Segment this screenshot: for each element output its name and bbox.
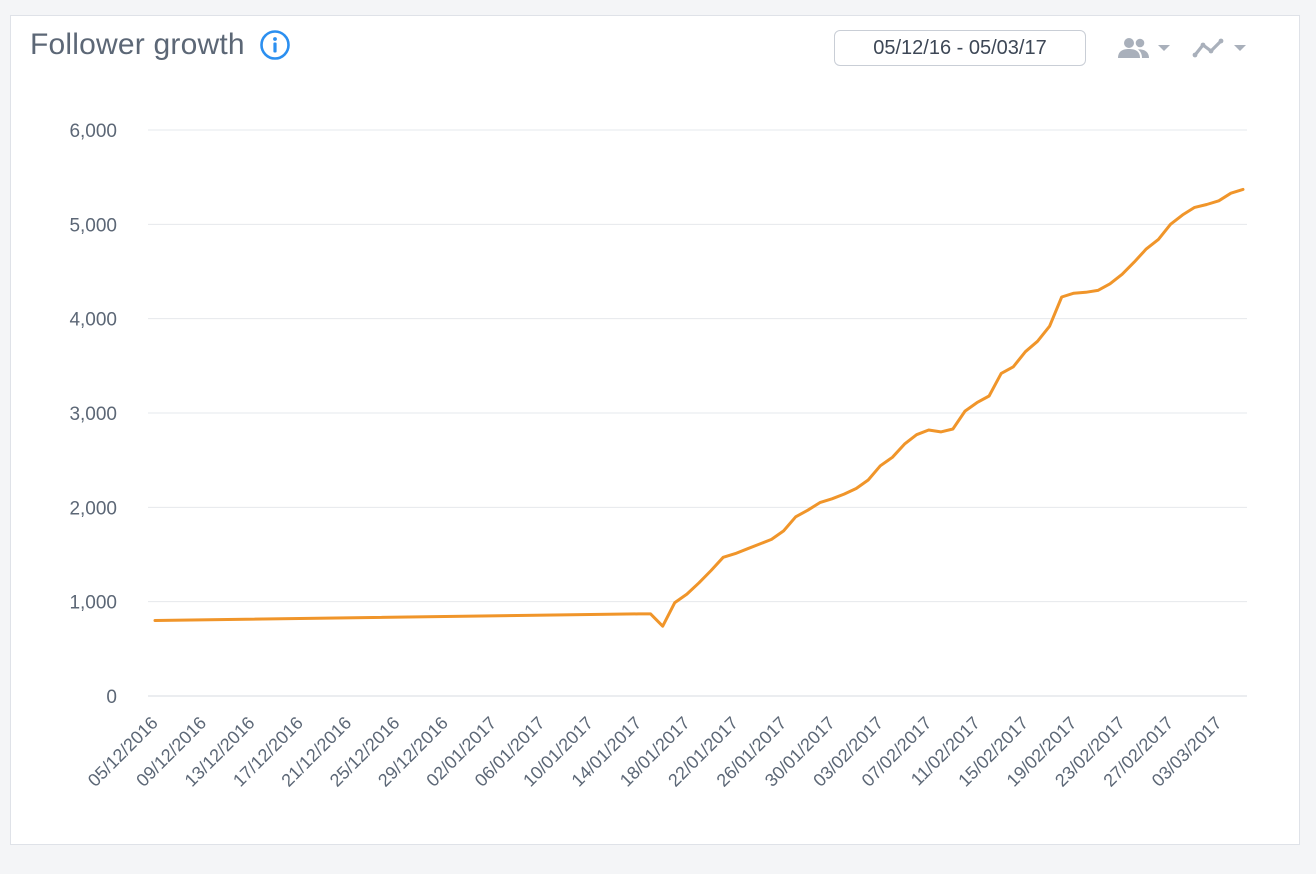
chevron-down-icon	[1158, 45, 1170, 51]
y-tick-label: 3,000	[69, 404, 117, 425]
follower-series-line	[153, 187, 1245, 628]
audience-dropdown[interactable]	[1116, 34, 1170, 62]
y-tick-label: 6,000	[69, 121, 117, 142]
info-circle-icon[interactable]	[259, 29, 291, 61]
y-tick-label: 4,000	[69, 310, 117, 331]
y-tick-label: 1,000	[69, 593, 117, 614]
card-title: Follower growth	[30, 28, 245, 61]
date-range-picker[interactable]: 05/12/16 - 05/03/17	[834, 30, 1086, 66]
y-tick-label: 5,000	[69, 215, 117, 236]
chart-type-dropdown[interactable]	[1192, 34, 1246, 62]
chevron-down-icon	[1234, 45, 1246, 51]
follower-growth-card	[10, 15, 1300, 845]
people-icon	[1118, 38, 1149, 58]
y-tick-label: 2,000	[69, 498, 117, 519]
card-header: Follower growth	[30, 28, 291, 62]
y-tick-label: 0	[106, 687, 117, 708]
line-chart-icon	[1192, 38, 1224, 58]
date-range-label: 05/12/16 - 05/03/17	[873, 36, 1047, 59]
